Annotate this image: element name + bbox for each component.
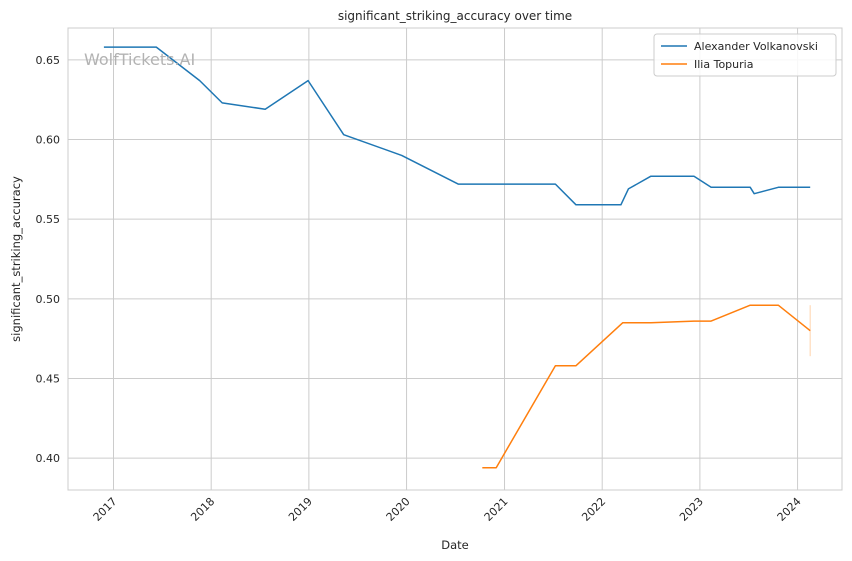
y-tick-label: 0.55 xyxy=(36,213,61,226)
series-line-alexander-volkanovski xyxy=(103,46,811,206)
chart-title: significant_striking_accuracy over time xyxy=(338,9,572,23)
series-line-ilia-topuria xyxy=(482,304,811,469)
x-axis-label: Date xyxy=(441,538,469,552)
legend-box xyxy=(653,33,837,77)
y-axis-ticks: 0.40 0.45 0.50 0.55 0.60 0.65 xyxy=(36,54,61,465)
plot-frame xyxy=(67,27,843,491)
y-tick-label: 0.50 xyxy=(36,293,61,306)
y-tick-label: 0.40 xyxy=(36,452,61,465)
watermark: WolfTickets.AI xyxy=(84,50,195,69)
y-tick-label: 0.65 xyxy=(36,54,61,67)
y-tick-label: 0.45 xyxy=(36,372,61,385)
plot-area xyxy=(68,28,842,490)
y-tick-label: 0.60 xyxy=(36,134,61,147)
y-axis-label: significant_striking_accuracy xyxy=(9,176,23,342)
grid xyxy=(68,28,842,490)
legend-label-ilia-topuria: Ilia Topuria xyxy=(694,58,753,71)
legend: Alexander Volkanovski Ilia Topuria xyxy=(653,33,837,77)
series-layer xyxy=(103,46,811,469)
legend-label-alexander-volkanovski: Alexander Volkanovski xyxy=(694,40,818,53)
